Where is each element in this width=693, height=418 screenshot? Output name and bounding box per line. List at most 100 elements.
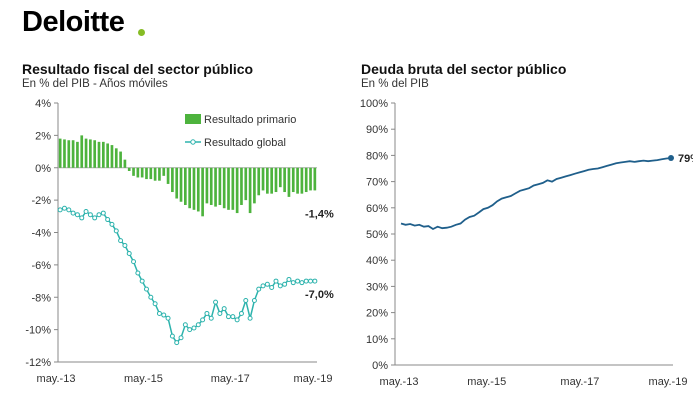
primary-result-bar	[261, 167, 265, 191]
global-result-point	[118, 238, 124, 244]
primary-result-bar	[97, 141, 101, 168]
y-tick-label: 0%	[35, 163, 51, 175]
primary-result-bar	[166, 167, 170, 184]
primary-result-bar	[218, 167, 222, 205]
global-result-point	[282, 281, 288, 287]
global-result-point	[165, 315, 171, 321]
primary-result-bar	[270, 167, 274, 194]
gross-debt-chart: 100% 90% 80% 70% 60% 50% 40% 30% 20% 10% 0% 79% may.…	[360, 98, 693, 388]
primary-result-bar	[114, 148, 118, 168]
y-tick-label: -8%	[31, 292, 51, 304]
global-result-point	[152, 301, 158, 307]
right-chart-subtitle: En % del PIB	[361, 78, 429, 90]
primary-result-bar	[248, 167, 252, 214]
primary-result-bar	[140, 167, 144, 178]
global-result-point	[221, 306, 227, 312]
x-tick-label: may.-19	[294, 373, 333, 385]
primary-result-bar	[227, 167, 230, 210]
global-result-point	[131, 259, 137, 265]
fiscal-result-chart: 4% 2% 0% -2% -4% -6% -8% -10% -12% -1,4% -7,0% may.…	[25, 98, 334, 385]
primary-result-bar	[175, 167, 179, 199]
global-result-point	[256, 286, 262, 292]
brand-logo-dot	[138, 29, 145, 36]
global-result-line	[59, 207, 315, 344]
global-result-point	[174, 340, 180, 346]
legend-global-label: Resultado global	[204, 137, 286, 149]
global-result-point	[247, 315, 253, 321]
primary-result-bar	[266, 167, 269, 194]
primary-result-bar	[67, 140, 71, 168]
primary-result-bar	[300, 167, 304, 194]
y-tick-label: -2%	[31, 195, 51, 207]
legend: Resultado primario Resultado global	[185, 114, 296, 149]
primary-result-bar	[309, 167, 312, 191]
global-result-point	[195, 322, 201, 328]
primary-result-bar	[153, 167, 157, 181]
primary-result-bar	[240, 167, 243, 205]
global-result-point	[200, 317, 206, 323]
primary-result-bar	[132, 167, 135, 176]
primary-result-bar	[222, 167, 226, 209]
y-tick-label: 60%	[366, 203, 388, 215]
global-result-point	[66, 207, 72, 213]
global-result-point	[208, 315, 214, 321]
global-result-point	[295, 278, 301, 284]
global-result-point	[126, 251, 132, 257]
global-result-point	[260, 283, 266, 289]
y-tick-label: -10%	[25, 325, 51, 337]
x-tick-label: may.-15	[467, 376, 506, 388]
primary-result-bar	[71, 140, 75, 168]
y-tick-label: -12%	[25, 357, 51, 369]
global-result-point	[161, 312, 167, 318]
global-result-point	[96, 212, 102, 218]
y-tick-label: 4%	[35, 98, 51, 110]
primary-result-bar	[179, 167, 183, 202]
primary-result-bar	[76, 141, 79, 168]
primary-result-bar	[283, 167, 286, 193]
primary-result-bar	[84, 138, 88, 168]
global-result-point	[286, 276, 292, 282]
primary-result-bar	[184, 167, 187, 205]
global-result-point	[156, 310, 162, 316]
global-result-point	[100, 210, 106, 216]
global-result-point	[238, 310, 244, 316]
global-result-point	[251, 297, 257, 303]
primary-result-bar	[63, 139, 66, 168]
global-result-point	[169, 333, 175, 339]
primary-result-bar	[205, 167, 209, 204]
global-result-point	[113, 228, 119, 234]
primary-result-bar	[278, 167, 282, 188]
legend-primary-label: Resultado primario	[204, 114, 296, 126]
global-result-point	[79, 215, 85, 221]
global-result-point	[230, 314, 236, 320]
primary-result-bar	[158, 167, 161, 181]
x-tick-label: may.-13	[380, 376, 419, 388]
primary-result-bar	[209, 167, 213, 205]
global-result-point	[92, 215, 98, 221]
global-result-point	[269, 285, 275, 291]
y-tick-label: 10%	[366, 334, 388, 346]
global-result-point	[83, 208, 89, 214]
global-result-point	[213, 299, 219, 305]
global-result-point	[299, 280, 305, 286]
global-result-point	[277, 283, 283, 289]
legend-line-marker	[190, 139, 196, 145]
global-end-label: -7,0%	[305, 289, 334, 301]
primary-result-bar	[171, 167, 174, 193]
primary-result-bar	[123, 159, 127, 168]
brand-logo: Deloitte	[22, 6, 125, 38]
global-result-point	[312, 278, 318, 284]
primary-result-bar	[287, 167, 291, 197]
y-tick-label: 20%	[366, 308, 388, 320]
global-result-point	[217, 310, 223, 316]
global-result-point	[182, 322, 188, 328]
global-result-point	[105, 217, 111, 223]
primary-result-bar	[257, 167, 261, 196]
global-result-point	[57, 207, 63, 213]
y-tick-label: 50%	[366, 229, 388, 241]
primary-result-bar	[110, 145, 114, 168]
primary-result-bar	[58, 138, 62, 168]
global-result-point	[234, 317, 240, 323]
global-result-point	[122, 242, 128, 248]
